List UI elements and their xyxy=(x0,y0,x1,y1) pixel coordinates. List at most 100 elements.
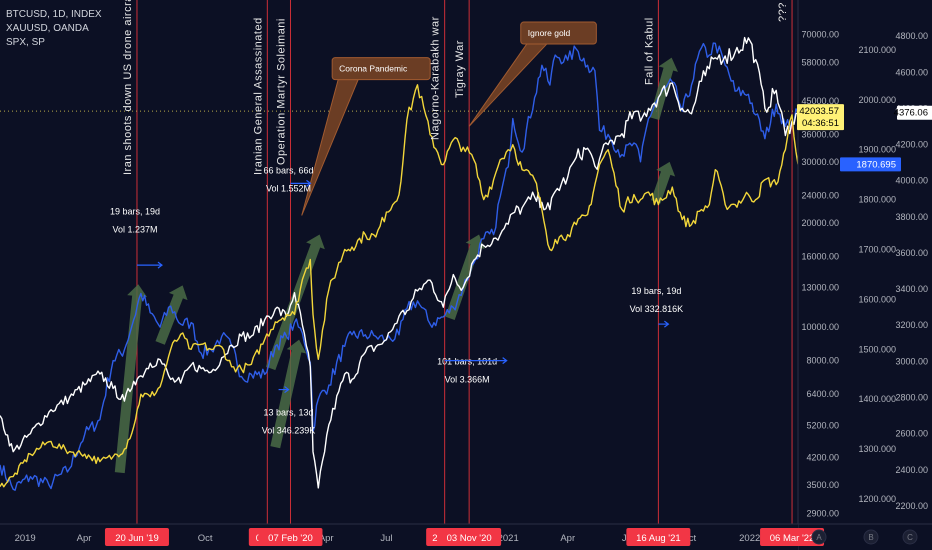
event-date-badge-bg xyxy=(258,528,323,546)
scale-button-B[interactable] xyxy=(863,529,879,545)
event-date-badge: 06 Mar '22 xyxy=(770,533,815,544)
x-tick-label: Apr xyxy=(319,533,334,544)
event-date-badge: 20 Jun '19 xyxy=(115,533,159,544)
x-tick-label: 2021 xyxy=(498,533,519,544)
y-tick-label-btc: 36000.00 xyxy=(801,129,839,139)
y-tick-label-spx: 4200.00 xyxy=(895,140,928,150)
btc-price-tag: 42033.57 xyxy=(799,106,839,117)
trend-arrow xyxy=(445,234,485,320)
y-tick-label-gold: 2000.000 xyxy=(858,95,896,105)
spx-price-tag-bg xyxy=(897,105,932,120)
callout-text: Corona Pandemic xyxy=(339,64,408,74)
y-tick-label-btc: 4200.00 xyxy=(806,453,839,463)
trend-arrow xyxy=(114,284,148,474)
measure-stat: 19 bars, 19d Vol 1.237M xyxy=(110,207,160,235)
measure-volume: Vol 1.552M xyxy=(266,183,311,193)
y-tick-label-gold: 1200.000 xyxy=(858,494,896,504)
measure-volume: Vol 332.816K xyxy=(630,304,684,314)
y-tick-label-btc: 58000.00 xyxy=(801,58,839,68)
spx-price-tag: 4376.06 xyxy=(894,108,928,119)
y-tick-label-gold: 1500.000 xyxy=(858,344,896,354)
y-tick-label-spx: 2200.00 xyxy=(895,501,928,511)
measure-arrowhead xyxy=(306,179,312,187)
y-tick-label-gold: 1600.000 xyxy=(858,294,896,304)
measure-volume: Vol 3.366M xyxy=(445,375,490,385)
series-line-gold xyxy=(0,84,799,488)
axis-panel xyxy=(798,0,932,550)
measure-bars: 19 bars, 19d xyxy=(631,286,681,296)
scale-button-label: C xyxy=(907,533,913,542)
callout: Corona Pandemic xyxy=(301,57,431,216)
event-caption: Iranian General Assassinated xyxy=(252,17,264,175)
y-tick-label-spx: 2600.00 xyxy=(895,429,928,439)
event-date-badge-bg xyxy=(104,528,169,546)
x-tick-label: 2019 xyxy=(15,533,36,544)
trend-arrow xyxy=(155,285,188,345)
y-tick-label-spx: 3800.00 xyxy=(895,212,928,222)
event-date-badge-bg xyxy=(760,528,825,546)
measure-stat: 66 bars, 66d Vol 1.552M xyxy=(263,165,313,193)
callout-text: Ignore gold xyxy=(528,28,571,38)
measure-stat: 101 bars, 101d Vol 3.366M xyxy=(437,357,497,385)
y-tick-label-btc: 5200.00 xyxy=(806,420,839,430)
measure-stat: 13 bars, 13d Vol 346.239K xyxy=(262,407,316,435)
measure-volume: Vol 346.239K xyxy=(262,425,316,435)
btc-price-tag-bg xyxy=(797,104,844,131)
event-date-badge: 07 Feb '20 xyxy=(268,533,313,544)
scale-button-A[interactable] xyxy=(811,529,827,545)
event-date-badge-bg xyxy=(626,528,691,546)
event-caption: ??? xyxy=(777,2,789,22)
measure-bars: 101 bars, 101d xyxy=(437,357,497,367)
measure-volume: Vol 1.237M xyxy=(112,225,157,235)
event-caption: Tigray War xyxy=(454,40,466,98)
event-caption: Operation Martyr Soleimani xyxy=(275,18,287,165)
gold-price-tag-bg xyxy=(840,157,901,172)
plot-area: Iran shoots down US drone aircraft Irania… xyxy=(0,0,799,524)
legend-item-gold[interactable]: XAUUSD, OANDA xyxy=(6,23,89,34)
measure-arrowhead xyxy=(284,386,290,394)
trend-arrow xyxy=(270,339,307,449)
y-tick-label-btc: 2900.00 xyxy=(806,508,839,518)
gold-price-tag: 1870.695 xyxy=(856,159,896,170)
y-tick-label-spx: 4800.00 xyxy=(895,31,928,41)
y-tick-label-spx: 3000.00 xyxy=(895,356,928,366)
legend-item-btc[interactable]: BTCUSD, 1D, INDEX xyxy=(6,9,102,20)
measure-stat: 19 bars, 19d Vol 332.816K xyxy=(630,286,684,314)
x-tick-label: Apr xyxy=(77,533,92,544)
measure-bars: 66 bars, 66d xyxy=(263,165,313,175)
legend-item-spx[interactable]: SPX, SP xyxy=(6,37,45,48)
x-tick-label: 2022 xyxy=(739,533,760,544)
y-tick-label-spx: 3400.00 xyxy=(895,284,928,294)
y-tick-label-gold: 1300.000 xyxy=(858,444,896,454)
callout: Ignore gold xyxy=(468,21,597,127)
y-tick-label-gold: 1400.000 xyxy=(858,394,896,404)
y-tick-label-btc: 16000.00 xyxy=(801,251,839,261)
y-tick-label-spx: 4000.00 xyxy=(895,176,928,186)
event-caption: Iran shoots down US drone aircraft xyxy=(122,0,134,175)
scale-button-label: B xyxy=(868,533,873,542)
event-caption: Fall of Kabul xyxy=(643,17,655,85)
y-tick-label-gold: 1900.000 xyxy=(858,145,896,155)
series-line-btc xyxy=(0,42,799,491)
y-tick-label-spx: 2400.00 xyxy=(895,465,928,475)
y-tick-label-spx: 3200.00 xyxy=(895,320,928,330)
x-tick-label: Jul xyxy=(380,533,392,544)
callout-box xyxy=(520,21,597,45)
y-tick-label-spx: 2800.00 xyxy=(895,393,928,403)
y-tick-label-btc: 45000.00 xyxy=(801,96,839,106)
event-caption: Nagorno-Karabakh war xyxy=(430,16,442,140)
event-date-badge: 16 Aug '21 xyxy=(636,533,681,544)
scale-button-label: A xyxy=(816,533,822,542)
y-tick-label-gold: 1700.000 xyxy=(858,245,896,255)
measure-arrowhead xyxy=(157,261,163,269)
measure-bars: 13 bars, 13d xyxy=(263,407,313,417)
measure-arrowhead xyxy=(664,320,670,328)
trend-arrow xyxy=(651,161,676,204)
y-tick-label-btc: 30000.00 xyxy=(801,157,839,167)
y-tick-label-spx: 3600.00 xyxy=(895,248,928,258)
y-tick-label-btc: 70000.00 xyxy=(801,29,839,39)
y-tick-label-spx: 4600.00 xyxy=(895,67,928,77)
x-tick-label: Apr xyxy=(560,533,575,544)
scale-button-C[interactable] xyxy=(902,529,918,545)
